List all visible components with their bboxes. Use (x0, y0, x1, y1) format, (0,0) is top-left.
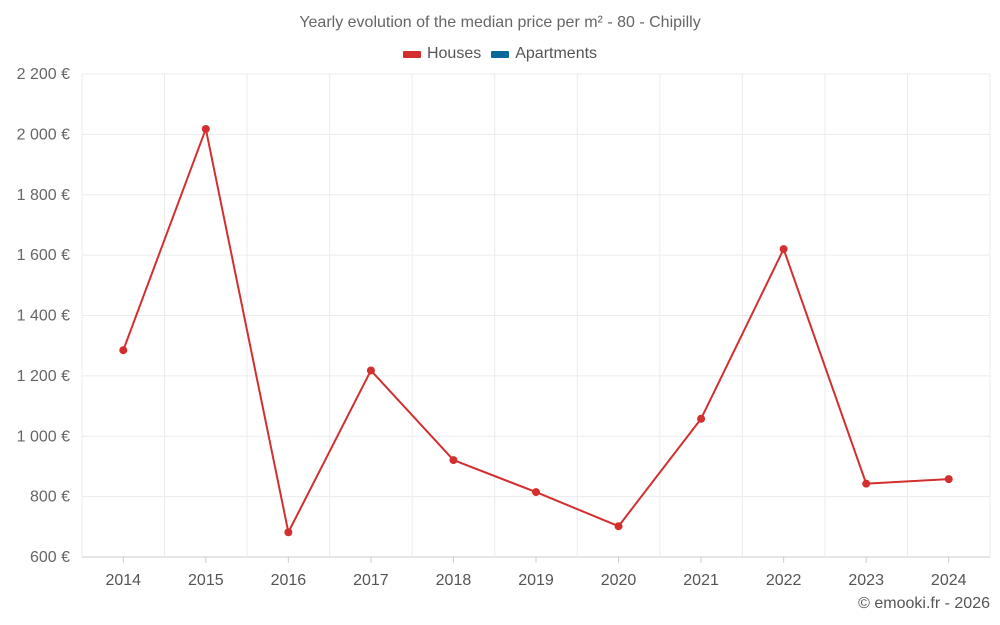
x-tick-label: 2017 (353, 572, 389, 589)
x-tick-label: 2024 (931, 572, 967, 589)
x-tick-label: 2018 (436, 572, 472, 589)
data-point (779, 245, 788, 254)
x-tick-label: 2020 (601, 572, 637, 589)
x-tick-label: 2016 (271, 572, 307, 589)
legend-label-houses: Houses (426, 45, 482, 62)
credit-text: © emooki.fr - 2026 (858, 595, 990, 612)
data-point (284, 528, 293, 537)
legend-item-apartments[interactable]: Apartments (491, 45, 597, 63)
data-point (614, 522, 623, 531)
legend-item-houses[interactable]: Houses (402, 45, 482, 63)
data-point (697, 414, 706, 423)
legend-swatch-apartments (491, 50, 510, 58)
data-point (449, 456, 458, 465)
legend-label-apartments: Apartments (515, 45, 598, 62)
data-point (119, 346, 128, 355)
x-tick-label: 2014 (105, 572, 141, 589)
legend-swatch-houses (402, 50, 421, 58)
y-tick-label: 1 800 € (17, 187, 70, 204)
y-tick-label: 2 200 € (17, 66, 70, 83)
x-tick-label: 2019 (518, 572, 554, 589)
x-tick-label: 2023 (848, 572, 884, 589)
data-point (201, 124, 210, 133)
y-tick-label: 1 000 € (17, 428, 70, 445)
x-tick-label: 2015 (188, 572, 224, 589)
y-tick-label: 800 € (30, 489, 70, 506)
data-point (862, 479, 871, 488)
chart-title: Yearly evolution of the median price per… (299, 14, 701, 31)
y-tick-label: 1 600 € (17, 247, 70, 264)
y-tick-label: 1 200 € (17, 368, 70, 385)
legend: Houses Apartments (0, 45, 1000, 63)
y-tick-label: 600 € (30, 549, 70, 566)
x-tick-label: 2021 (683, 572, 719, 589)
data-point (532, 488, 540, 497)
data-point (366, 366, 375, 375)
y-tick-label: 2 000 € (17, 126, 70, 143)
data-point (944, 475, 953, 484)
y-tick-label: 1 400 € (17, 308, 70, 325)
x-tick-label: 2022 (766, 572, 802, 589)
